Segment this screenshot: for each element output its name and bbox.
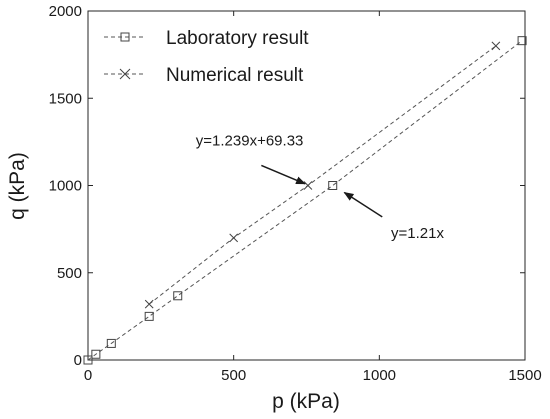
- x-tick-label: 1500: [508, 367, 541, 384]
- y-tick-label: 0: [74, 352, 82, 369]
- legend-marker-square: [120, 32, 130, 42]
- legend-label-laboratory: Laboratory result: [166, 28, 309, 49]
- legend-label-numerical: Numerical result: [166, 65, 304, 86]
- series-line-0: [87, 40, 523, 361]
- data-point-square: [106, 338, 116, 348]
- y-tick-label: 500: [57, 265, 82, 282]
- annotation-arrow-1: [343, 191, 383, 218]
- annotation-label-0: y=1.239x+69.33: [196, 132, 304, 149]
- data-point-x: [144, 299, 154, 309]
- annotation-arrow-0: [261, 164, 306, 185]
- data-point-x: [303, 181, 313, 190]
- data-point-x: [491, 41, 501, 51]
- data-point-square: [328, 181, 338, 190]
- annotation-label-1: y=1.21x: [391, 225, 444, 242]
- legend: Laboratory result Numerical result: [104, 28, 309, 86]
- series-line-1: [148, 45, 497, 305]
- y-tick-label: 2000: [49, 3, 82, 20]
- legend-marker-x: [119, 68, 131, 80]
- data-point-square: [517, 36, 527, 46]
- x-tick-label: 500: [221, 367, 246, 384]
- plot-frame: [87, 10, 526, 361]
- axis-ticks: 0 500 1000 1500 0 500 1000 1500 2000: [49, 3, 542, 384]
- data-point-square: [83, 355, 93, 365]
- data-point-square: [91, 349, 101, 359]
- data-point-x: [229, 233, 239, 243]
- x-tick-label: 0: [84, 367, 92, 384]
- x-tick-label: 1000: [363, 367, 396, 384]
- data-point-square: [173, 291, 183, 301]
- y-tick-label: 1000: [49, 178, 82, 195]
- data-point-square: [144, 311, 154, 321]
- series-layer: [83, 36, 527, 365]
- annotations-layer: y=1.239x+69.33 y=1.21x: [196, 132, 445, 241]
- y-tick-label: 1500: [49, 90, 82, 107]
- x-axis-title: p (kPa): [272, 390, 340, 413]
- y-axis-title: q (kPa): [6, 152, 29, 220]
